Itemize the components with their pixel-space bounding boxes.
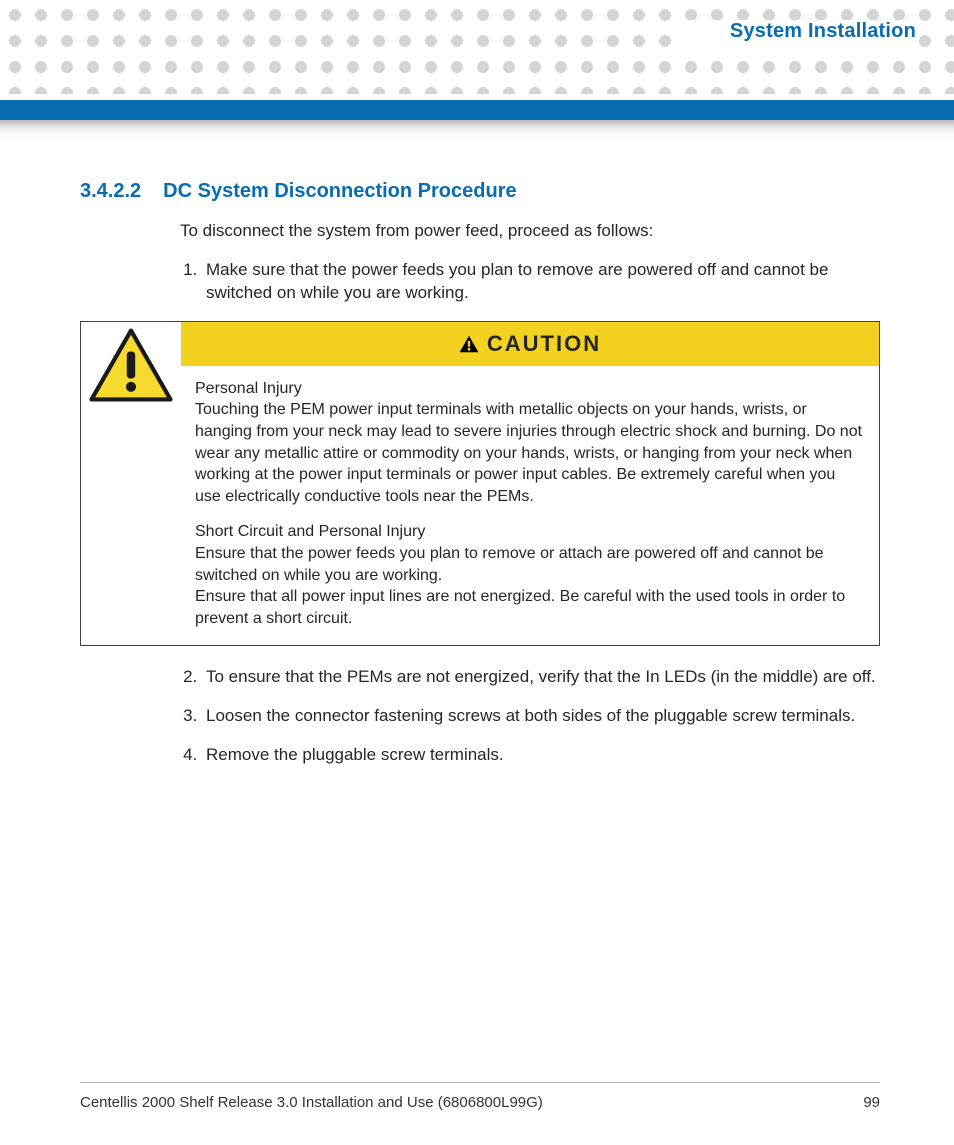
caution-header: CAUTION [181,322,879,366]
caution-body-text: Touching the PEM power input terminals w… [195,401,862,504]
page-content: 3.4.2.2 DC System Disconnection Procedur… [80,180,880,783]
caution-paragraph: Personal Injury Touching the PEM power i… [195,378,865,508]
section-heading: 3.4.2.2 DC System Disconnection Procedur… [80,180,880,203]
page-footer: Centellis 2000 Shelf Release 3.0 Install… [80,1094,880,1111]
section-intro: To disconnect the system from power feed… [180,221,880,241]
caution-body: CAUTION Personal Injury Touching the PEM… [181,322,879,646]
procedure-list: To ensure that the PEMs are not energize… [180,666,880,767]
footer-page-number: 99 [863,1094,880,1111]
footer-rule [80,1082,880,1083]
caution-callout: CAUTION Personal Injury Touching the PEM… [80,321,880,647]
section-number: 3.4.2.2 [80,180,141,203]
procedure-step: To ensure that the PEMs are not energize… [202,666,880,689]
caution-label: CAUTION [487,331,601,357]
footer-doc-title: Centellis 2000 Shelf Release 3.0 Install… [80,1094,543,1111]
procedure-list: Make sure that the power feeds you plan … [180,259,880,305]
caution-text: Personal Injury Touching the PEM power i… [181,366,879,646]
warning-triangle-icon [459,335,479,353]
procedure-step: Remove the pluggable screw terminals. [202,744,880,767]
caution-body-text: Ensure that the power feeds you plan to … [195,545,845,627]
procedure-step: Loosen the connector fastening screws at… [202,705,880,728]
chapter-title: System Installation [678,20,916,43]
procedure-step: Make sure that the power feeds you plan … [202,259,880,305]
section-title: DC System Disconnection Procedure [163,180,516,203]
caution-paragraph: Short Circuit and Personal Injury Ensure… [195,521,865,629]
caution-icon-cell [81,322,181,646]
caution-subhead: Personal Injury [195,380,302,397]
header-gradient-bar [0,120,954,140]
header-blue-bar [0,100,954,120]
warning-triangle-icon [89,328,173,402]
caution-subhead: Short Circuit and Personal Injury [195,523,425,540]
document-page: System Installation 3.4.2.2 DC System Di… [0,0,954,1145]
